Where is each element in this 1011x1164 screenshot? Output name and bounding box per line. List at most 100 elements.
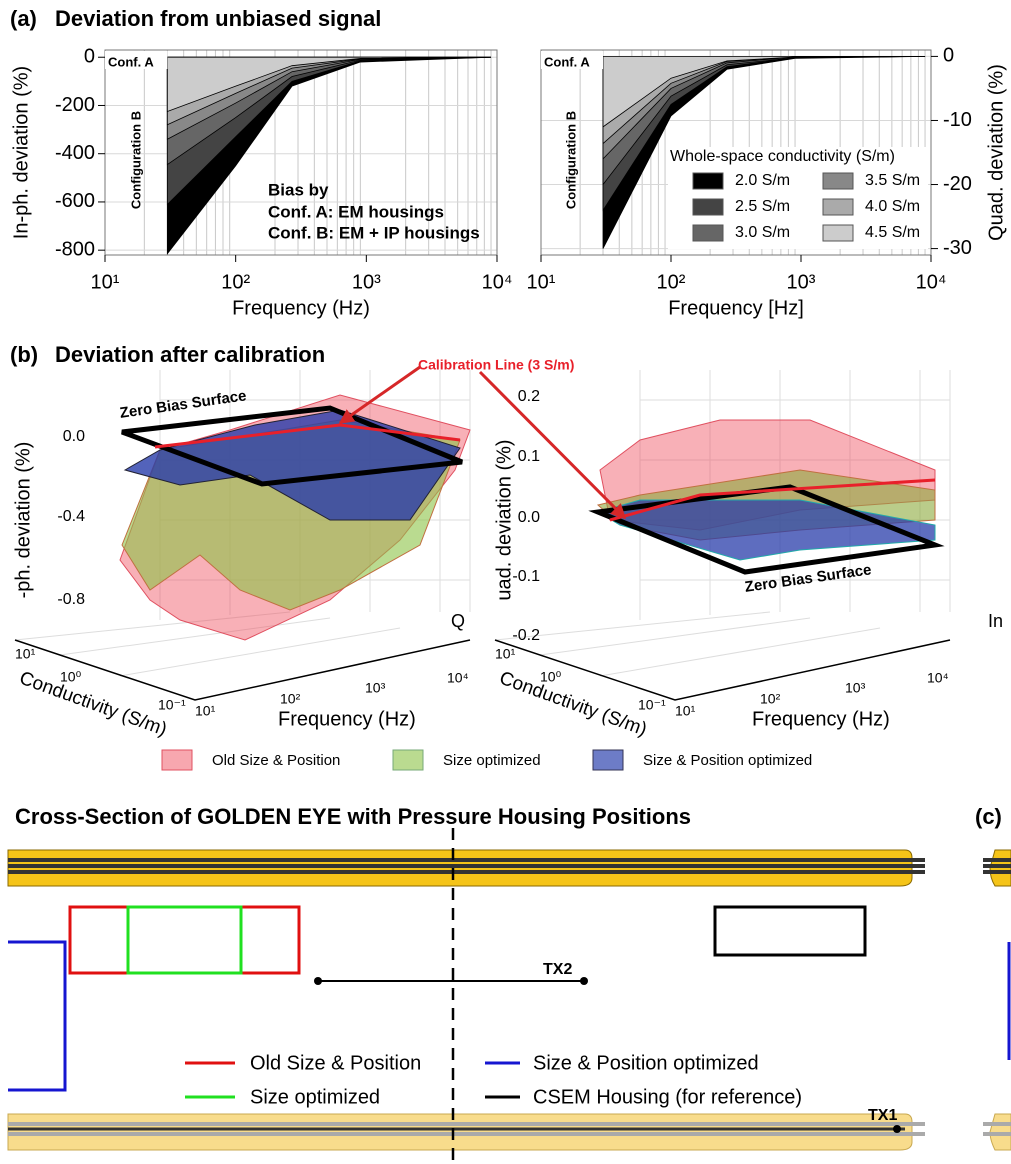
edge-label: Q [451, 611, 465, 631]
rods [983, 1122, 1011, 1136]
zero-bias-surface [121, 405, 463, 487]
conductivity-tick: 10¹ [15, 646, 36, 662]
y-tick-label: -10 [943, 109, 972, 131]
housing-size-position [8, 940, 67, 1092]
legend-label: Old Size & Position [250, 1052, 421, 1074]
y-tick-label: -20 [943, 173, 972, 195]
conductivity-tick: 10⁻¹ [158, 697, 186, 713]
legend-swatch [592, 749, 624, 771]
annotation: Conf. A: EM housings [268, 202, 444, 221]
z-tick-label: 0.1 [518, 448, 540, 465]
frequency-tick: 10¹ [675, 703, 696, 719]
frequency-label: Frequency (Hz) [278, 708, 416, 730]
calibration-line [154, 423, 461, 449]
cross-section: TX2 TX1 Old Size & Position Size & Posit… [7, 828, 1011, 1164]
housing-csem [713, 905, 867, 957]
legend: Old Size & Position Size optimized Size … [161, 749, 812, 771]
legend-swatch [692, 198, 724, 216]
panel-title: Deviation from unbiased signal [55, 6, 381, 31]
conductivity-tick: 10⁰ [540, 669, 562, 685]
frequency-tick: 10² [280, 691, 301, 707]
legend-label: 2.0 S/m [735, 172, 790, 189]
y-axis-label: In-ph. deviation (%) [10, 66, 32, 239]
plot-frame [104, 49, 498, 256]
tx1-label: TX1 [868, 1107, 897, 1124]
housing-old [68, 905, 301, 975]
zero-bias-surface [588, 484, 945, 575]
legend-swatch [822, 224, 854, 242]
legend-label: Size & Position optimized [533, 1052, 759, 1074]
annotation-box [105, 51, 168, 69]
legend-swatch [822, 198, 854, 216]
legend-swatch [392, 749, 424, 771]
annotation: Conf. B: EM + IP housings [268, 223, 480, 242]
electrode [580, 977, 588, 985]
z-tick-label: 0.0 [63, 428, 85, 445]
panel-title: Deviation after calibration [55, 342, 325, 367]
electrode [314, 977, 322, 985]
x-tick-label: 10¹ [527, 271, 556, 293]
rods [8, 858, 925, 874]
legend-swatch [161, 749, 193, 771]
legend-swatch [692, 172, 724, 190]
x-tick-label: 10³ [352, 271, 381, 293]
frequency-tick: 10² [760, 691, 781, 707]
frequency-label: Frequency (Hz) [752, 708, 890, 730]
rods [983, 858, 1011, 874]
legend-label: 2.5 S/m [735, 198, 790, 215]
y-tick-label: -600 [55, 190, 95, 212]
electrode [893, 1125, 901, 1133]
z-tick-label: 0.2 [518, 388, 540, 405]
rods [8, 1122, 925, 1136]
area [166, 56, 492, 113]
annotation: Conf. A [108, 54, 154, 69]
panel-label: (c) [975, 804, 1002, 829]
conductivity-label: Conductivity (S/m) [17, 668, 170, 741]
legend-label: 3.0 S/m [735, 224, 790, 241]
surface-plots [14, 370, 951, 701]
legend-swatch [822, 172, 854, 190]
y-tick-label: 0 [943, 45, 954, 67]
x-tick-label: 10⁴ [916, 271, 947, 293]
plot-frame [540, 49, 932, 256]
y-tick-label: 0 [84, 46, 95, 68]
z-tick-label: -0.1 [512, 568, 540, 585]
legend-swatch [692, 224, 724, 242]
legend-title: Whole-space conductivity (S/m) [670, 148, 895, 165]
legend-label: 4.0 S/m [865, 198, 920, 215]
y-tick-label: -200 [55, 94, 95, 116]
frequency-tick: 10⁴ [927, 670, 949, 686]
edge-label: In [988, 611, 1003, 631]
frequency-tick: 10³ [845, 680, 866, 696]
z-tick-label: -0.4 [57, 508, 85, 525]
x-tick-label: 10¹ [91, 271, 120, 293]
calibration-label: Calibration Line (3 S/m) [418, 357, 574, 373]
annotation-box [541, 51, 604, 69]
y-tick-label: -400 [55, 142, 95, 164]
legend-label: 4.5 S/m [865, 224, 920, 241]
z-tick-label: -0.8 [57, 591, 85, 608]
conductivity-tick: 10⁻¹ [638, 697, 666, 713]
z-axis-label: -ph. deviation (%) [12, 442, 34, 599]
surface-size-position [123, 409, 461, 521]
z-tick-label: 0.0 [518, 509, 540, 526]
z-tick-label: -0.2 [512, 627, 540, 644]
y-tick-label: -30 [943, 237, 972, 259]
x-tick-label: 10⁴ [482, 271, 513, 293]
legend-label: Old Size & Position [212, 752, 340, 769]
legend-label: Size optimized [250, 1086, 380, 1108]
legend-label: CSEM Housing (for reference) [533, 1086, 802, 1108]
arrow [338, 365, 421, 425]
conductivity-tick: 10¹ [495, 646, 516, 662]
zero-bias-label: Zero Bias Surface [744, 561, 873, 596]
panel-label: (a) [10, 6, 37, 31]
annotation: Conf. A [544, 54, 590, 69]
conductivity-tick: 10⁰ [60, 669, 82, 685]
x-axis-label: Frequency (Hz) [232, 297, 370, 319]
y-axis-label: Quad. deviation (%) [985, 64, 1007, 241]
x-tick-label: 10² [221, 271, 250, 293]
panel-label: (b) [10, 342, 38, 367]
x-tick-label: 10³ [787, 271, 816, 293]
